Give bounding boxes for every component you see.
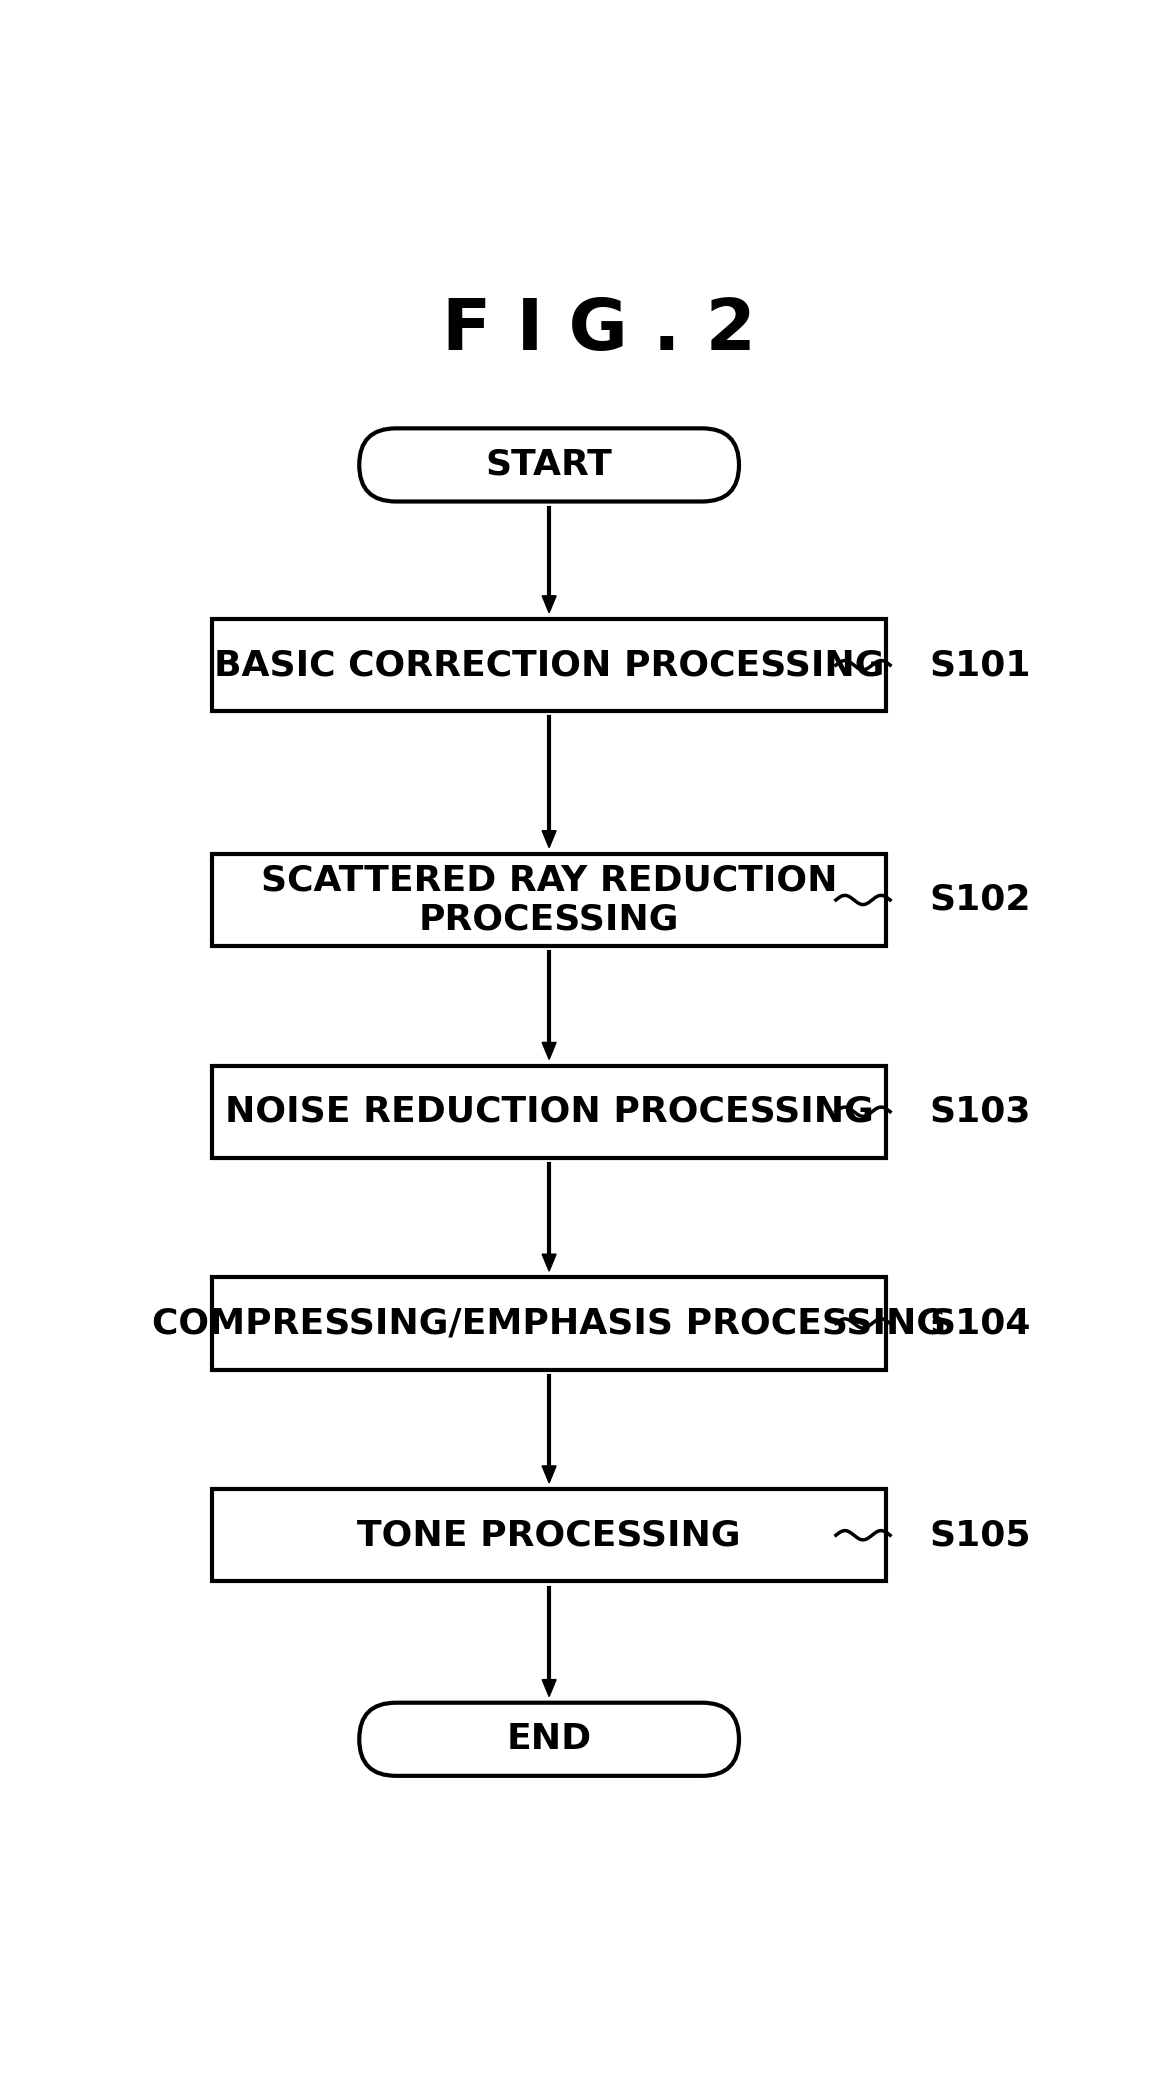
Text: SCATTERED RAY REDUCTION
PROCESSING: SCATTERED RAY REDUCTION PROCESSING: [261, 864, 837, 937]
FancyBboxPatch shape: [359, 428, 739, 501]
Polygon shape: [542, 830, 556, 847]
Text: S102: S102: [929, 883, 1030, 916]
Text: TONE PROCESSING: TONE PROCESSING: [358, 1518, 741, 1552]
Polygon shape: [542, 1254, 556, 1271]
Text: S104: S104: [929, 1306, 1030, 1340]
Polygon shape: [542, 1680, 556, 1696]
FancyBboxPatch shape: [212, 619, 886, 711]
Polygon shape: [542, 596, 556, 612]
FancyBboxPatch shape: [212, 1489, 886, 1581]
Text: F I G . 2: F I G . 2: [442, 296, 756, 365]
Text: S103: S103: [929, 1095, 1030, 1128]
Text: BASIC CORRECTION PROCESSING: BASIC CORRECTION PROCESSING: [214, 648, 884, 682]
Text: NOISE REDUCTION PROCESSING: NOISE REDUCTION PROCESSING: [224, 1095, 873, 1128]
FancyBboxPatch shape: [212, 853, 886, 946]
Text: START: START: [485, 449, 613, 482]
Polygon shape: [542, 1042, 556, 1059]
Text: S101: S101: [929, 648, 1030, 682]
FancyBboxPatch shape: [359, 1703, 739, 1776]
Text: END: END: [506, 1722, 592, 1757]
Text: COMPRESSING/EMPHASIS PROCESSING: COMPRESSING/EMPHASIS PROCESSING: [152, 1306, 946, 1340]
Text: S105: S105: [929, 1518, 1030, 1552]
Polygon shape: [542, 1466, 556, 1483]
FancyBboxPatch shape: [212, 1277, 886, 1369]
FancyBboxPatch shape: [212, 1065, 886, 1158]
